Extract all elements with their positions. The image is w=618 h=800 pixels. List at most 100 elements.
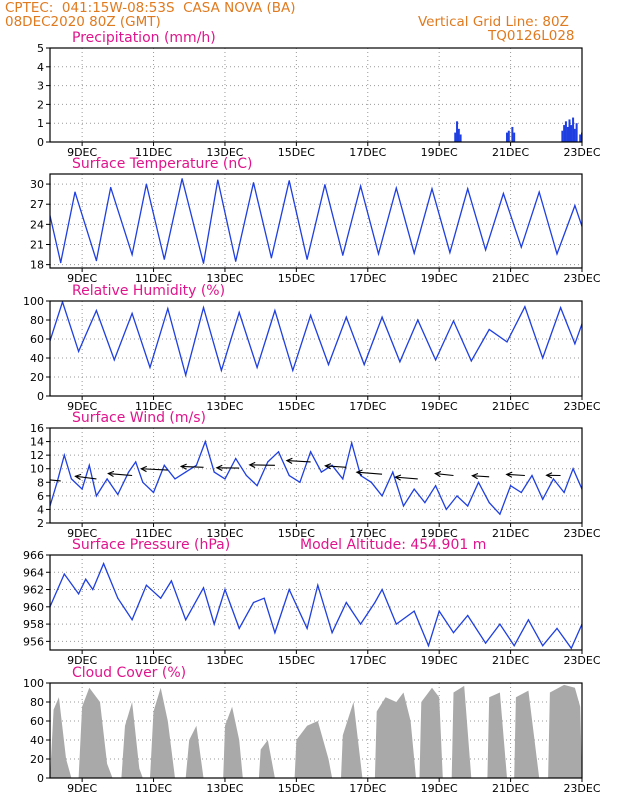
rh-panel: Relative Humidity (%) 0 20 40 60 80 100 9DEC 11D… [23,283,601,413]
wind-point [81,488,83,490]
rh-point [274,309,276,312]
cloud-panel: Cloud Cover (%) 0 20 40 60 80 100 9DEC 11DEC 13DE… [23,665,601,795]
y-tick-label: 27 [30,198,44,211]
rh-point [363,364,365,366]
x-tick-label: 17DEC [349,400,386,413]
temp-series-line [50,178,582,264]
x-tick-label: 19DEC [421,400,458,413]
precip-bar [506,132,509,142]
press-point [263,597,265,599]
precip-bar [513,132,516,142]
precip-panel: Precipitation (mm/h) 0 1 2 3 4 5 9DEC 11DEC 13DEC… [37,30,601,159]
wind-vector-shaft [435,472,454,477]
wind-point [95,495,98,497]
rh-point [488,328,490,331]
rh-series-line [50,301,582,378]
temp-point [202,262,205,264]
y-tick-label: 2 [37,98,44,111]
wind-vector-shaft [286,460,311,463]
y-tick-label: 0 [37,136,44,149]
cloud-frame [49,682,583,779]
temp-point [413,252,415,254]
wind-point [185,471,187,473]
y-tick-label: 80 [30,314,44,327]
temp-point [60,262,62,264]
press-point [484,642,487,644]
press-point [170,580,172,582]
x-tick-label: 15DEC [278,527,315,540]
press-frame [49,554,583,651]
press-point [274,632,276,634]
y-tick-label: 30 [30,178,44,191]
press-data [50,561,582,650]
wind-vector-shaft [356,471,383,475]
wind-vector-head [355,469,363,476]
rh-title: Relative Humidity (%) [72,283,225,299]
precip-bar [561,130,564,142]
wind-point [320,471,322,473]
wind-point [106,478,108,480]
rh-point [238,311,240,313]
x-tick-label: 11DEC [135,782,172,795]
x-tick-label: 21DEC [492,400,529,413]
press-point [570,647,572,649]
x-tick-label: 13DEC [206,272,243,285]
wind-point [499,513,501,515]
temp-point [252,182,255,184]
wind-vector-shaft [395,476,418,480]
wind-vector-shaft [506,473,525,477]
wind-vector [394,474,418,481]
cloud-area [50,684,582,778]
wind-point [142,481,144,483]
x-tick-label: 13DEC [206,654,243,667]
precip-bar [564,121,567,142]
wind-point [520,491,522,494]
precip-bar [456,121,459,142]
wind-vector [471,472,490,480]
temp-point [574,204,576,207]
x-tick-label: 21DEC [492,146,529,159]
precip-data [454,117,582,142]
rh-point [77,350,80,352]
wind-vector-shaft [50,479,61,482]
precip-bar [573,128,576,142]
wind-point [392,471,394,473]
rh-point [202,307,205,309]
wind-vector-head [285,457,293,464]
header-code: TQ0126L028 [488,28,575,44]
y-tick-label: 3 [37,80,44,93]
press-point [542,645,544,647]
wind-point [135,461,137,463]
temp-point [342,254,344,256]
x-tick-label: 17DEC [349,527,386,540]
wind-point [435,485,437,487]
y-tick-label: 0 [37,390,44,403]
wind-point [195,464,197,466]
y-tick-label: 960 [23,601,44,614]
wind-point [163,464,165,466]
wind-vector-head [139,465,147,473]
rh-point [113,359,115,361]
temp-point [467,188,469,190]
wind-point [542,498,544,500]
y-tick-label: 80 [30,696,44,709]
x-tick-label: 9DEC [67,400,97,413]
y-tick-label: 2 [37,517,44,530]
precip-bar [566,126,569,142]
y-tick-label: 5 [37,42,44,55]
press-point [317,584,319,586]
wind-vector-head [471,472,479,480]
x-tick-label: 23DEC [563,654,600,667]
y-tick-label: 60 [30,333,44,346]
wind-vector [355,469,383,476]
x-tick-label: 21DEC [492,782,529,795]
wind-vector-head [324,463,332,470]
wind-point [299,481,301,483]
wind-vector [434,470,454,478]
wind-point [245,474,247,477]
y-tick-label: 18 [30,259,44,272]
wind-vector [215,464,240,471]
press-panel: Surface Pressure (hPa) Model Altitude: 45… [23,537,601,667]
rh-point [95,309,98,312]
rh-point [381,316,383,318]
